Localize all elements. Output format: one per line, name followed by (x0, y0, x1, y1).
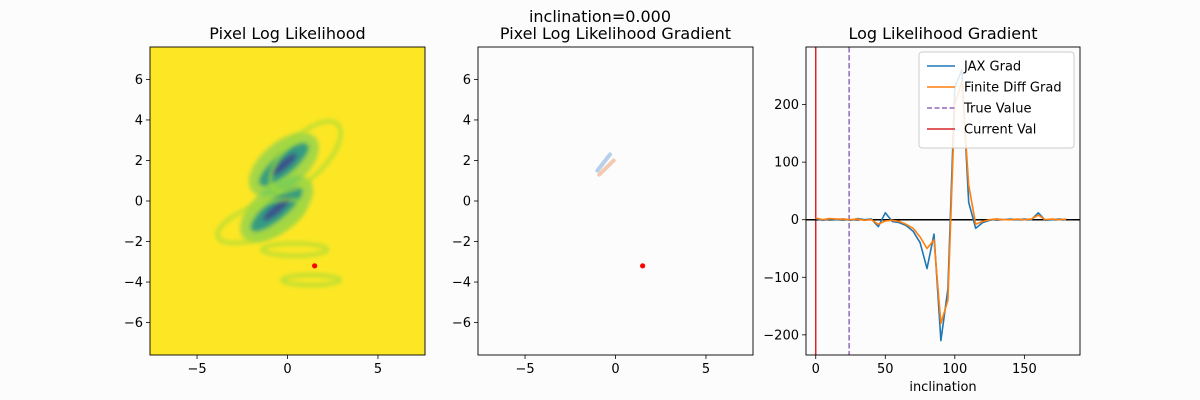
y-tick-label: 0 (135, 195, 143, 210)
x-tick-label: 150 (1012, 362, 1037, 377)
legend: JAX Grad Finite Diff Grad True Value Curren… (918, 51, 1075, 149)
legend-label: Current Val (964, 123, 1036, 138)
y-tick-label: −6 (124, 316, 143, 331)
panel-title: Log Likelihood Gradient (848, 24, 1037, 43)
x-tick-label: 0 (611, 362, 619, 377)
y-tick-label: −2 (452, 235, 471, 250)
heatmap-faint-arc (260, 241, 330, 258)
x-axis-label: inclination (909, 380, 976, 395)
y-tick-label: −6 (452, 316, 471, 331)
y-tick-label: 6 (135, 73, 143, 88)
x-tick-label: 5 (374, 362, 382, 377)
y-tick-label: 200 (774, 98, 799, 113)
plot-area (806, 47, 1080, 355)
panel-pixel-log-likelihood-gradient: Pixel Log Likelihood Gradient −5 0 5 −6 −4 −2 0… (452, 24, 754, 377)
x-tick-label: 100 (942, 362, 967, 377)
y-tick-label: 100 (774, 156, 799, 171)
heatmap-image (215, 119, 343, 288)
legend-box (918, 51, 1075, 149)
legend-label: True Value (963, 102, 1031, 117)
legend-label: JAX Grad (963, 60, 1021, 75)
x-tick-label: 0 (812, 362, 820, 377)
heatmap-image (595, 152, 616, 177)
y-tick-label: 6 (463, 73, 471, 88)
panel-log-likelihood-gradient: Log Likelihood Gradient 0 50 100 150 −200 −100… (763, 24, 1081, 395)
heatmap-core (263, 197, 290, 221)
y-tick-label: −200 (763, 328, 799, 343)
x-tick-label: 50 (877, 362, 894, 377)
y-tick-label: −2 (124, 235, 143, 250)
heatmap-core (271, 153, 297, 176)
y-tick-label: 4 (135, 113, 143, 128)
panel-title: Pixel Log Likelihood (209, 24, 365, 43)
gradient-streak (597, 158, 616, 177)
heatmap-background (478, 47, 753, 355)
legend-label: Finite Diff Grad (964, 81, 1062, 96)
y-tick-label: 2 (135, 154, 143, 169)
figure-suptitle: inclination=0.000 (529, 7, 671, 26)
heatmap-faint-arc (215, 197, 306, 245)
x-tick-label: 0 (283, 362, 291, 377)
heatmap-faint-arc (268, 119, 343, 194)
y-tick-label: 4 (463, 113, 471, 128)
y-tick-label: −100 (763, 271, 799, 286)
gradient-streak (595, 152, 613, 173)
current-position-marker (312, 263, 318, 269)
current-position-marker (640, 263, 646, 269)
y-tick-label: 0 (463, 195, 471, 210)
heatmap-faint-arc (280, 272, 342, 288)
y-tick-label: 2 (463, 154, 471, 169)
y-tick-label: 0 (791, 213, 799, 228)
x-tick-label: −5 (515, 362, 534, 377)
x-tick-label: 5 (702, 362, 710, 377)
y-tick-label: −4 (452, 276, 471, 291)
x-tick-label: −5 (187, 362, 206, 377)
y-tick-label: −4 (124, 276, 143, 291)
series-line-finite-diff-grad (815, 80, 1067, 325)
axes-frame (805, 46, 1081, 356)
panel-pixel-log-likelihood: Pixel Log Likelihood −5 0 5 −6 −4 −2 0 2 4 6 (124, 24, 426, 377)
panel-title: Pixel Log Likelihood Gradient (500, 24, 731, 43)
